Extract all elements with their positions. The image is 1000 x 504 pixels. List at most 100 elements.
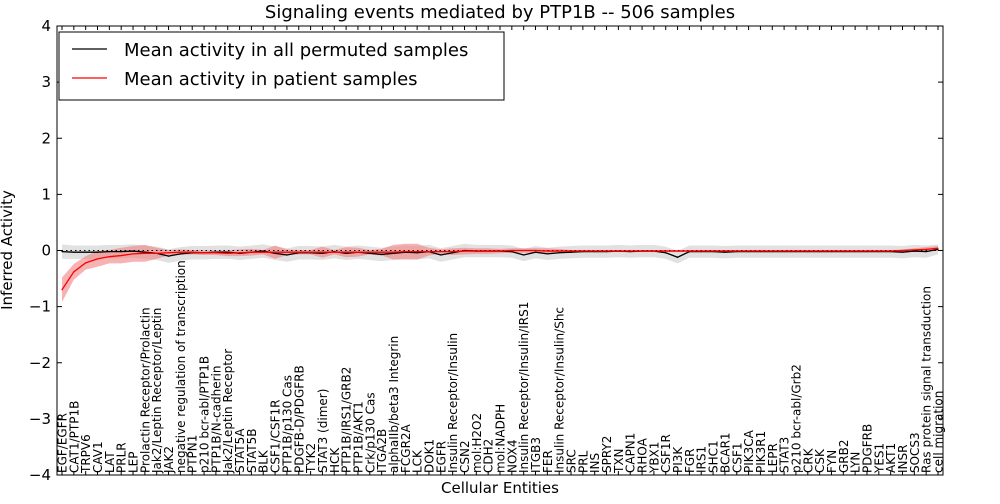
data-point [108, 251, 110, 253]
confidence-bands [62, 243, 938, 303]
x-tick-label: INS [588, 453, 602, 473]
data-point [665, 252, 667, 254]
band-series-1 [62, 243, 938, 303]
data-point [653, 250, 655, 252]
data-point [558, 252, 560, 254]
data-point [937, 247, 939, 249]
x-tick-label: mol:H2O2 [470, 413, 484, 473]
x-tick-label: INSR [896, 445, 910, 473]
data-point [73, 271, 75, 273]
x-tick-label: p210 bcr-abl/Grb2 [789, 364, 803, 473]
data-point [357, 251, 359, 253]
y-tick-label: 2 [41, 129, 51, 147]
data-point [191, 251, 193, 253]
data-point [724, 250, 726, 252]
data-point [345, 252, 347, 254]
x-tick-label: SOCS3 [908, 432, 922, 473]
data-point [487, 250, 489, 252]
chart-title: Signaling events mediated by PTP1B -- 50… [265, 2, 735, 23]
x-tick-label: FER [541, 450, 555, 473]
data-point [274, 252, 276, 254]
x-tick-label: Prolactin Receptor/Prolactin [138, 307, 152, 473]
data-point [309, 251, 312, 253]
x-tick-label: PTPN1 [186, 435, 200, 473]
x-tick-label: SPRY2 [600, 436, 614, 473]
data-point [629, 250, 631, 252]
data-point [262, 250, 264, 252]
x-tick-label: PDGFRB [860, 424, 874, 473]
data-point [274, 251, 276, 253]
data-point [605, 250, 608, 252]
x-tick-label: cell migration [932, 391, 946, 473]
x-tick-label: PRLR [115, 442, 129, 473]
x-tick-label: CSK [813, 448, 827, 473]
data-point [700, 250, 702, 252]
x-tick-label: EGF/EGFR [56, 413, 70, 473]
data-point [262, 251, 264, 253]
x-tick-label: AKT1 [884, 443, 898, 473]
data-point [381, 251, 383, 253]
data-point [132, 253, 134, 255]
data-point [747, 250, 750, 252]
data-point [144, 252, 146, 254]
x-tick-label: CSF1/CSF1R [269, 400, 283, 473]
x-tick-label: CAPN1 [624, 433, 638, 473]
x-tick-label: BLK [257, 449, 271, 473]
data-point [523, 249, 525, 252]
legend: Mean activity in all permuted samples Me… [58, 31, 505, 101]
series-lines [61, 247, 939, 291]
x-tick-label: BCAR1 [718, 432, 732, 473]
x-tick-label: NOX4 [505, 439, 519, 473]
y-tick-label: −2 [29, 354, 51, 372]
x-tick-label: ITGB3 [529, 437, 543, 473]
x-tick-label: CRK [801, 447, 815, 473]
x-tick-label: EGFR [434, 441, 448, 473]
data-point [392, 252, 395, 254]
data-point [238, 252, 241, 254]
x-tick-label: RHOA [636, 437, 650, 473]
data-point [167, 255, 170, 257]
data-point [227, 251, 229, 253]
data-point [676, 256, 679, 258]
data-point [523, 254, 525, 256]
data-point [842, 250, 844, 252]
data-point [452, 251, 454, 253]
x-tick-label: mol:NADPH [494, 404, 508, 473]
x-axis-label: Cellular Entities [441, 479, 559, 497]
data-point [641, 250, 643, 252]
data-point [582, 250, 584, 252]
y-axis-label: Inferred Activity [0, 190, 16, 310]
data-point [795, 250, 797, 252]
x-tick-label: STAT3 [778, 437, 792, 473]
data-point [61, 289, 63, 291]
x-tick-label: Jak2/Leptin Receptor/Leptin [150, 308, 164, 474]
x-tick-label: Jak2/Leptin Receptor [221, 349, 235, 474]
data-point [890, 250, 892, 252]
data-point [333, 251, 335, 253]
data-point [546, 250, 548, 252]
y-tick-label: −1 [29, 298, 51, 316]
data-point [534, 251, 537, 253]
data-point [854, 250, 856, 252]
y-tick-label: 1 [41, 185, 51, 203]
data-point [96, 258, 99, 260]
x-tick-label: DOK1 [422, 439, 436, 473]
data-point [120, 254, 122, 257]
data-point [250, 251, 253, 253]
data-point [73, 251, 75, 253]
data-point [369, 251, 371, 253]
data-point [878, 250, 880, 252]
x-tick-label: Insulin Receptor/Insulin/IRS1 [517, 302, 531, 473]
x-tick-label: YES1 [872, 443, 886, 474]
x-tick-label: TYK2 [304, 443, 318, 474]
x-tick-label: LEP [127, 451, 141, 473]
x-tick-label: Insulin Receptor/Insulin [446, 333, 460, 473]
data-point [534, 249, 537, 252]
y-tick-label: −4 [29, 466, 51, 484]
x-tick-label: PIK3CA [742, 429, 756, 473]
data-point [712, 250, 714, 252]
data-point [345, 251, 347, 253]
data-point [475, 250, 477, 252]
data-point [771, 250, 773, 252]
